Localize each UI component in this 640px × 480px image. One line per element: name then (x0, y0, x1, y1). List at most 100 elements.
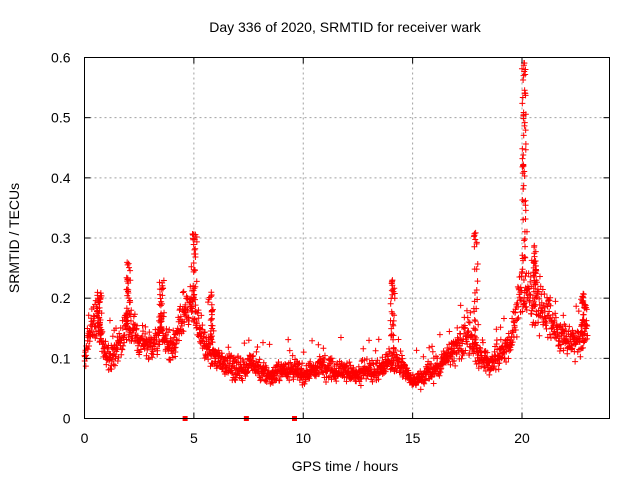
data-point (464, 329, 471, 336)
data-point (541, 304, 548, 311)
data-point (391, 295, 398, 302)
data-point (162, 333, 169, 340)
data-point (124, 278, 131, 285)
data-point (520, 62, 527, 69)
data-point (110, 361, 117, 368)
data-point (546, 308, 553, 315)
data-point (106, 317, 113, 324)
data-point (258, 376, 265, 383)
data-point (518, 65, 525, 72)
data-point (158, 286, 165, 293)
data-point (522, 127, 529, 134)
data-point (389, 321, 396, 328)
data-point (127, 277, 134, 284)
data-point (519, 145, 526, 152)
data-point (395, 336, 402, 343)
data-point (209, 306, 216, 313)
data-point (520, 111, 527, 118)
data-point (133, 325, 140, 332)
data-point (84, 325, 91, 332)
data-point (289, 352, 296, 359)
data-point (429, 343, 436, 350)
data-point (503, 358, 510, 365)
data-point (185, 321, 192, 328)
data-point (323, 378, 329, 385)
data-point (333, 378, 340, 385)
data-point (532, 281, 539, 288)
data-point (127, 317, 134, 324)
data-point (124, 259, 131, 266)
data-point (514, 283, 521, 290)
data-point (176, 337, 182, 344)
data-point (201, 329, 208, 336)
data-point (254, 344, 261, 351)
data-point (205, 299, 212, 306)
data-point (363, 375, 370, 382)
data-point (205, 334, 212, 341)
data-point (522, 141, 529, 148)
y-tick-label: 0.6 (51, 50, 71, 66)
data-point (152, 340, 159, 347)
data-point (118, 351, 125, 358)
data-point (266, 341, 273, 348)
data-point (245, 337, 252, 344)
data-point (474, 296, 481, 303)
data-point (399, 355, 406, 362)
data-point (387, 317, 394, 324)
data-point (552, 298, 559, 305)
data-point (514, 316, 521, 323)
data-point (532, 258, 539, 265)
data-point (192, 245, 199, 252)
data-point (208, 336, 215, 343)
data-point (519, 155, 526, 162)
data-point (94, 289, 101, 296)
data-point (387, 300, 394, 307)
data-point (156, 313, 163, 320)
data-point (286, 377, 293, 384)
data-point (129, 335, 136, 342)
data-point (286, 347, 293, 354)
data-point (446, 328, 453, 335)
y-tick-label: 0.2 (51, 290, 71, 306)
data-point (96, 304, 103, 311)
data-point (82, 363, 89, 370)
data-point (156, 341, 163, 348)
data-point (208, 315, 215, 322)
data-point (382, 368, 389, 375)
data-point (526, 297, 533, 304)
data-point (505, 355, 512, 362)
data-point (208, 322, 215, 329)
data-point (511, 324, 518, 331)
data-point (388, 308, 395, 315)
data-point (180, 328, 187, 335)
data-point (459, 340, 466, 347)
data-point (207, 331, 214, 338)
data-point (250, 352, 257, 359)
data-point (300, 349, 307, 356)
data-point (539, 286, 546, 293)
data-point (584, 323, 591, 330)
y-axis-label: SRMTID / TECUs (6, 183, 22, 293)
data-point (535, 319, 542, 326)
data-point (520, 182, 527, 189)
data-point (287, 359, 294, 366)
data-point (483, 354, 490, 361)
data-point (543, 325, 550, 332)
data-point (484, 349, 491, 356)
data-point (134, 322, 140, 329)
axis-ticks (84, 57, 610, 419)
data-point (417, 386, 424, 393)
data-point (159, 313, 166, 320)
data-point (539, 314, 546, 321)
data-point (200, 333, 207, 340)
data-point (205, 356, 212, 363)
data-point (180, 288, 187, 295)
data-point (102, 338, 109, 345)
data-point (194, 310, 201, 317)
data-point (158, 298, 165, 305)
data-point (560, 332, 567, 339)
data-point (128, 307, 135, 314)
data-point (142, 323, 149, 330)
data-point (131, 338, 138, 345)
data-point (159, 285, 166, 292)
